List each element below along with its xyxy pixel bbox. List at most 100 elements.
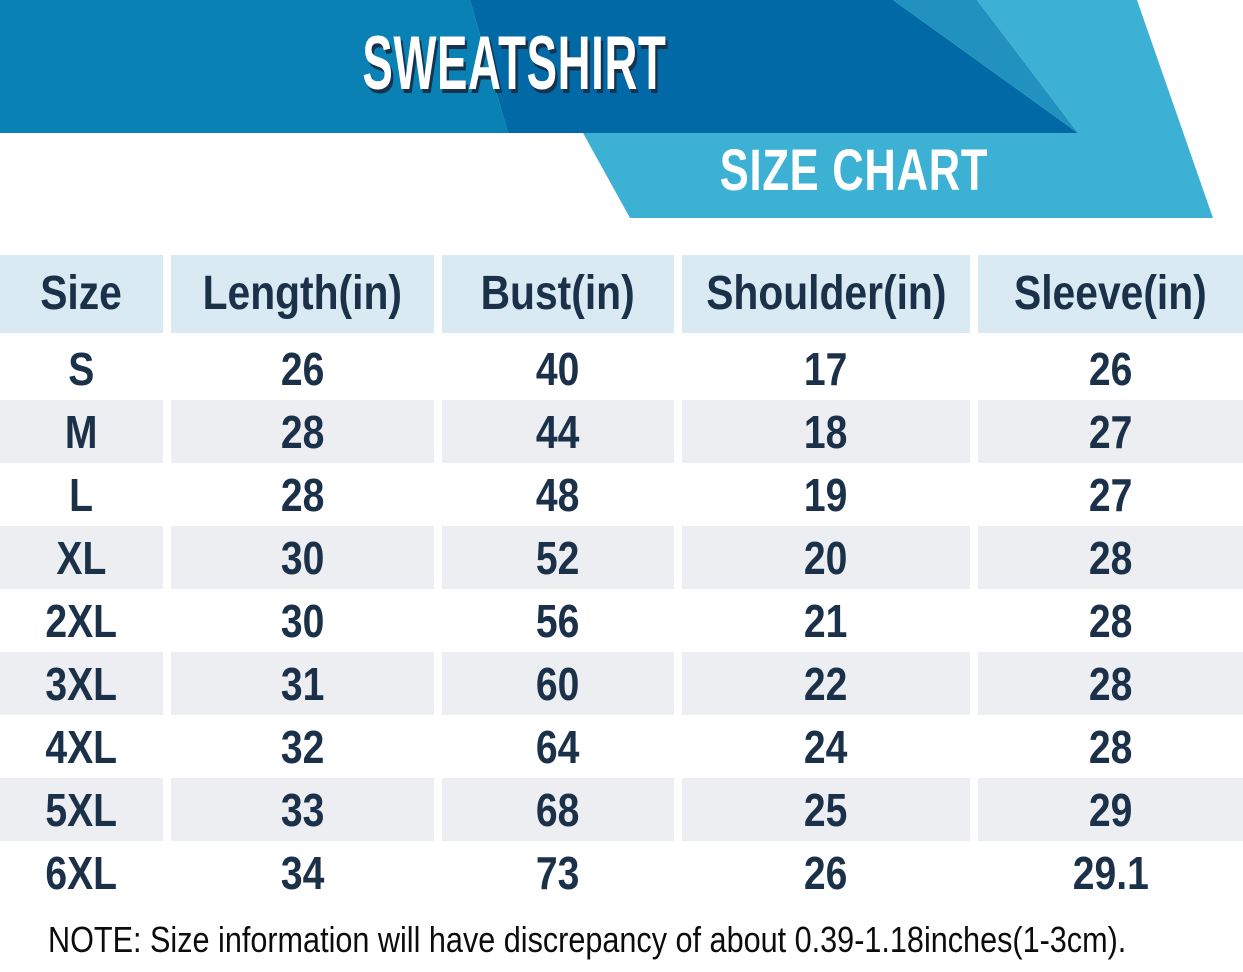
banner-shape-left-blue <box>0 0 508 133</box>
cell-text: 48 <box>536 468 580 521</box>
value-cell: 52 <box>442 526 674 589</box>
header-cell: Sleeve(in) <box>978 255 1243 333</box>
cell-text: 18 <box>804 405 848 458</box>
header-cell-label: Bust(in) <box>480 267 636 320</box>
value-cell: 17 <box>682 337 970 400</box>
size-note-text: NOTE: Size information will have discrep… <box>48 919 1127 960</box>
cell-text: 27 <box>1088 405 1133 458</box>
cell-text: 33 <box>280 783 325 836</box>
value-cell: 26 <box>978 337 1243 400</box>
value-cell: 18 <box>682 400 970 463</box>
value-cell: 28 <box>978 715 1243 778</box>
cell-text: 2XL <box>45 594 118 647</box>
value-cell: 26 <box>171 337 434 400</box>
value-cell: 28 <box>978 652 1243 715</box>
header-cell: Size <box>0 255 163 333</box>
cell-text: 28 <box>1088 720 1133 773</box>
value-cell: 28 <box>978 589 1243 652</box>
value-cell: 73 <box>442 841 674 904</box>
value-cell: 56 <box>442 589 674 652</box>
size-table: Size Length(in) Bust(in) Shoulder(in) Sleeve… <box>0 255 1243 904</box>
size-cell: 2XL <box>0 589 163 652</box>
value-cell: 27 <box>978 463 1243 526</box>
size-cell: 6XL <box>0 841 163 904</box>
value-cell: 34 <box>171 841 434 904</box>
cell-text: 25 <box>804 783 848 836</box>
value-cell: 21 <box>682 589 970 652</box>
size-cell: 5XL <box>0 778 163 841</box>
header-cell-label: Size <box>40 267 123 320</box>
cell-text: 19 <box>804 468 848 521</box>
cell-text: 24 <box>804 720 848 773</box>
value-cell: 32 <box>171 715 434 778</box>
value-cell: 19 <box>682 463 970 526</box>
size-cell: 3XL <box>0 652 163 715</box>
table-row: L 28 48 19 27 <box>0 463 1243 526</box>
value-cell: 29.1 <box>978 841 1243 904</box>
table-row: S 26 40 17 26 <box>0 337 1243 400</box>
banner-shape-dark-blue <box>470 0 1078 133</box>
header-cell-label: Shoulder(in) <box>705 267 947 320</box>
table-header-row: Size Length(in) Bust(in) Shoulder(in) Sleeve… <box>0 255 1243 333</box>
value-cell: 64 <box>442 715 674 778</box>
cell-text: 34 <box>280 846 325 899</box>
header-cell-label: Sleeve(in) <box>1014 267 1207 320</box>
size-cell: M <box>0 400 163 463</box>
header-cell: Bust(in) <box>442 255 674 333</box>
value-cell: 40 <box>442 337 674 400</box>
cell-text: 56 <box>536 594 580 647</box>
value-cell: 20 <box>682 526 970 589</box>
cell-text: XL <box>56 531 107 584</box>
cell-text: 28 <box>1088 657 1133 710</box>
header-cell: Length(in) <box>171 255 434 333</box>
cell-text: 17 <box>804 342 848 395</box>
cell-text: 30 <box>280 594 325 647</box>
value-cell: 26 <box>682 841 970 904</box>
size-cell: L <box>0 463 163 526</box>
cell-text: 4XL <box>45 720 118 773</box>
size-note: NOTE: Size information will have discrep… <box>48 920 1243 960</box>
size-cell: 4XL <box>0 715 163 778</box>
value-cell: 27 <box>978 400 1243 463</box>
cell-text: 22 <box>804 657 848 710</box>
table-row: 3XL 31 60 22 28 <box>0 652 1243 715</box>
value-cell: 29 <box>978 778 1243 841</box>
cell-text: 40 <box>536 342 580 395</box>
banner-shapes <box>0 0 1213 218</box>
cell-text: 5XL <box>45 783 118 836</box>
cell-text: 31 <box>280 657 325 710</box>
cell-text: M <box>65 405 98 458</box>
size-cell: S <box>0 337 163 400</box>
cell-text: 73 <box>536 846 580 899</box>
cell-text: 6XL <box>45 846 118 899</box>
table-row: 6XL 34 73 26 29.1 <box>0 841 1243 904</box>
value-cell: 28 <box>171 400 434 463</box>
value-cell: 48 <box>442 463 674 526</box>
cell-text: 26 <box>1088 342 1133 395</box>
cell-text: 64 <box>536 720 580 773</box>
table-row: 5XL 33 68 25 29 <box>0 778 1243 841</box>
header-cell-label: Length(in) <box>202 267 403 320</box>
value-cell: 30 <box>171 526 434 589</box>
cell-text: 32 <box>280 720 325 773</box>
cell-text: 28 <box>1088 531 1133 584</box>
value-cell: 22 <box>682 652 970 715</box>
value-cell: 30 <box>171 589 434 652</box>
cell-text: 28 <box>1088 594 1133 647</box>
cell-text: 26 <box>804 846 848 899</box>
cell-text: 21 <box>804 594 848 647</box>
value-cell: 31 <box>171 652 434 715</box>
table-row: 4XL 32 64 24 28 <box>0 715 1243 778</box>
banner-shape-wedge <box>893 0 1078 133</box>
cell-text: S <box>68 342 95 395</box>
value-cell: 28 <box>978 526 1243 589</box>
value-cell: 68 <box>442 778 674 841</box>
cell-text: 27 <box>1088 468 1133 521</box>
cell-text: 28 <box>280 405 325 458</box>
value-cell: 33 <box>171 778 434 841</box>
value-cell: 44 <box>442 400 674 463</box>
cell-text: 28 <box>280 468 325 521</box>
cell-text: 29.1 <box>1072 846 1149 899</box>
size-cell: XL <box>0 526 163 589</box>
